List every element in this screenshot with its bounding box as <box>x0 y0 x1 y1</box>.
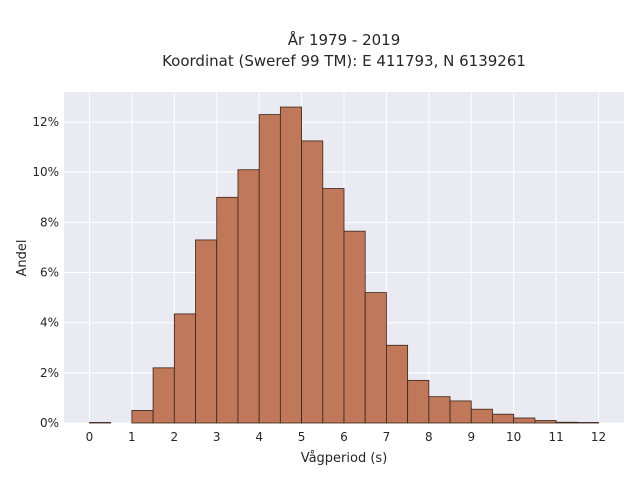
x-tick-label: 1 <box>128 430 136 444</box>
histogram-bar <box>279 106 302 424</box>
histogram-bar <box>470 408 493 424</box>
x-tick-label: 8 <box>425 430 433 444</box>
histogram-bar <box>237 169 260 424</box>
histogram-bar <box>449 400 472 424</box>
histogram-bar <box>492 413 515 424</box>
histogram-bar <box>386 344 409 424</box>
x-tick-label: 11 <box>548 430 563 444</box>
histogram-bar <box>89 422 112 424</box>
chart-subtitle: Koordinat (Sweref 99 TM): E 411793, N 61… <box>162 52 526 70</box>
x-tick-label: 0 <box>86 430 94 444</box>
y-tick-label: 8% <box>40 215 59 229</box>
histogram-bar <box>534 420 557 424</box>
x-tick-label: 2 <box>170 430 178 444</box>
chart-title: År 1979 - 2019 <box>288 30 401 49</box>
histogram-bar <box>258 114 281 424</box>
histogram-bar <box>576 422 599 424</box>
y-tick-label: 2% <box>40 366 59 380</box>
x-tick-label: 9 <box>467 430 475 444</box>
y-tick-label: 10% <box>32 165 59 179</box>
histogram-bar <box>216 196 239 424</box>
x-tick-label: 6 <box>340 430 348 444</box>
x-axis-label: Vågperiod (s) <box>301 451 388 466</box>
y-tick-label: 0% <box>40 416 59 430</box>
x-tick-label: 4 <box>255 430 263 444</box>
histogram-bar <box>322 188 345 424</box>
y-tick-label: 12% <box>32 115 59 129</box>
x-tick-label: 3 <box>213 430 221 444</box>
histogram-bar <box>364 292 387 424</box>
x-tick-label: 10 <box>506 430 521 444</box>
x-tick-label: 5 <box>298 430 306 444</box>
histogram-bar <box>195 239 218 424</box>
y-axis-label: Andel <box>15 240 30 277</box>
y-tick-label: 4% <box>40 316 59 330</box>
histogram-bar <box>428 396 451 424</box>
x-axis-ticks: 0 1 2 3 4 5 6 7 8 9 10 11 12 <box>86 430 607 444</box>
bars-group <box>89 106 599 424</box>
y-tick-label: 6% <box>40 266 59 280</box>
x-tick-label: 7 <box>383 430 391 444</box>
histogram-bar <box>513 417 536 424</box>
y-axis-ticks: 0% 2% 4% 6% 8% 10% 12% <box>32 115 59 430</box>
histogram-bar <box>407 379 430 424</box>
x-tick-label: 12 <box>591 430 606 444</box>
histogram-bar <box>173 313 196 424</box>
histogram-bar <box>152 367 175 424</box>
histogram-bar <box>131 410 154 424</box>
histogram-bar <box>343 230 366 424</box>
histogram-bar <box>301 140 324 424</box>
histogram-bar <box>555 421 578 424</box>
